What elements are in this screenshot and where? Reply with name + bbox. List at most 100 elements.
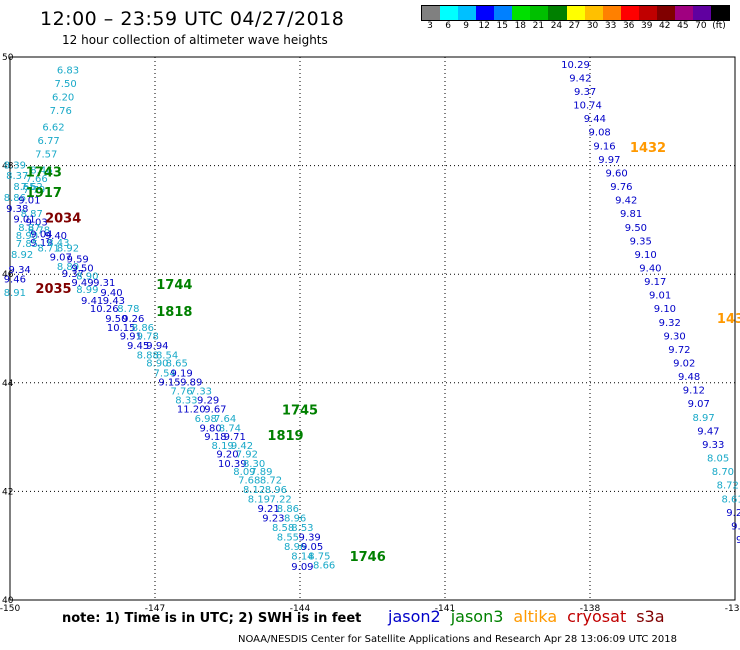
pass-time-label: 1746 (350, 550, 386, 565)
wave-height-value: 8.43 (47, 238, 69, 249)
color-scale-label: 42 (659, 21, 671, 31)
wave-height-value: 9.47 (697, 426, 719, 437)
wave-height-value: 9.17 (644, 277, 666, 288)
pass-time-label: 2034 (45, 212, 81, 227)
wave-height-value: 8.19 (248, 494, 270, 505)
wave-height-value: 8.92 (57, 243, 79, 254)
y-tick-label: 46 (2, 270, 14, 280)
wave-height-value: 9.59 (67, 254, 89, 265)
wave-height-value: 8.14 (291, 551, 313, 562)
satellite-legend-item: jason2 (388, 607, 441, 626)
wave-height-value: 6.77 (38, 136, 60, 147)
x-tick-label: -141 (435, 604, 455, 614)
wave-height-value: 8.78 (117, 304, 139, 315)
wave-height-value: 8.74 (219, 424, 241, 435)
wave-height-value: 9.23 (726, 508, 740, 519)
wave-height-value: 8.65 (13, 182, 35, 193)
wave-height-value: 8.72 (260, 475, 282, 486)
wave-height-value: 9.04 (30, 229, 52, 240)
wave-height-value: 8.92 (11, 250, 33, 261)
color-swatch (422, 6, 441, 20)
wave-height-value: 9.42 (231, 441, 253, 452)
wave-height-value: 9.20 (216, 450, 238, 461)
color-swatch (548, 6, 567, 20)
wave-height-value: 8.86 (277, 504, 299, 515)
pass-time-label: 1743 (26, 165, 62, 180)
map-frame (9, 56, 736, 601)
wave-height-value: 8.05 (707, 454, 729, 465)
wave-height-value: 9.43 (103, 296, 125, 307)
wave-height-value: 9.89 (180, 378, 202, 389)
y-tick-label: 42 (2, 487, 13, 497)
pass-time-label: 1917 (26, 186, 62, 201)
wave-height-value: 8.58 (272, 523, 294, 534)
wave-height-value: 8.86 (4, 193, 26, 204)
y-tick-label: 44 (2, 379, 14, 389)
wave-height-value: 8.75 (308, 551, 330, 562)
wave-height-value: 9.71 (224, 432, 246, 443)
page-subtitle: 12 hour collection of altimeter wave hei… (62, 33, 328, 47)
color-scale-label: 9 (463, 21, 470, 31)
wave-height-value: 7.66 (25, 174, 47, 185)
color-swatch (638, 6, 657, 20)
satellite-legend: jason2 jason3 altika cryosat s3a (388, 607, 675, 626)
wave-height-value: 8.89 (57, 262, 79, 273)
x-tick-label: -135 (725, 604, 740, 614)
wave-height-value: 9.72 (668, 345, 690, 356)
wave-height-value: 8.70 (712, 467, 734, 478)
wave-height-value: 9.40 (45, 231, 67, 242)
color-swatch (476, 6, 495, 20)
wave-height-value: 8.96 (284, 542, 306, 553)
wave-height-value: 7.50 (54, 79, 76, 90)
wave-height-value: 9.49 (71, 278, 93, 289)
wave-height-value: 8.12 (243, 485, 265, 496)
wave-height-value: 7.57 (35, 149, 57, 160)
color-scale-label: 24 (550, 21, 563, 31)
y-tick-label: 48 (2, 162, 14, 172)
pass-time-label: 1744 (156, 278, 192, 293)
color-scale-label: 3 (427, 21, 433, 31)
wave-height-value: 8.19 (212, 441, 234, 452)
wave-height-value: 9.38 (6, 204, 28, 215)
satellite-legend-item: s3a (636, 607, 665, 626)
wave-height-value: 8.46 (30, 166, 52, 177)
wave-height-value: 9.10 (654, 304, 676, 315)
wave-height-value: 9.46 (4, 274, 26, 285)
pass-time-label: 1818 (156, 305, 192, 320)
wave-height-value: 9.08 (589, 128, 611, 139)
x-tick-label: -144 (290, 604, 311, 614)
wave-height-value: 8.72 (717, 481, 739, 492)
wave-height-value: 8.53 (291, 523, 313, 534)
wave-height-value: 9.64 (736, 535, 740, 546)
wave-height-value: 8.90 (16, 231, 38, 242)
color-swatch (440, 6, 459, 20)
wave-height-value: 9.21 (257, 504, 279, 515)
wave-height-value: 8.78 (28, 225, 50, 236)
color-scale-label: 12 (478, 21, 490, 31)
color-scale-label: 18 (514, 21, 527, 31)
wave-height-value: 7.64 (214, 414, 236, 425)
color-scale-label: 15 (496, 21, 508, 31)
wave-height-value: 7.33 (190, 387, 212, 398)
color-swatch (584, 6, 603, 20)
wave-height-value: 7.79 (23, 185, 45, 196)
wave-height-value: 9.48 (678, 372, 700, 383)
satellite-legend-item: altika (513, 607, 558, 626)
wave-height-value: 9.29 (197, 395, 219, 406)
wave-height-value: 8.55 (277, 532, 299, 543)
wave-height-value: 8.66 (313, 561, 335, 572)
wave-height-value: 7.76 (50, 106, 72, 117)
wave-height-value: 9.42 (569, 73, 591, 84)
wave-height-value: 8.87 (21, 209, 43, 220)
wave-height-value: 7.76 (170, 387, 192, 398)
wave-height-value: 10.15 (107, 323, 136, 334)
wave-height-value: 9.67 (204, 405, 226, 416)
color-scale-label: 30 (586, 21, 599, 31)
wave-height-value: 9.26 (122, 314, 144, 325)
wave-height-value: 9.15 (158, 378, 180, 389)
wave-height-value: 9.80 (199, 424, 221, 435)
wave-height-value: 9.23 (262, 513, 284, 524)
color-swatch (620, 6, 639, 20)
wave-height-value: 10.29 (561, 60, 590, 71)
